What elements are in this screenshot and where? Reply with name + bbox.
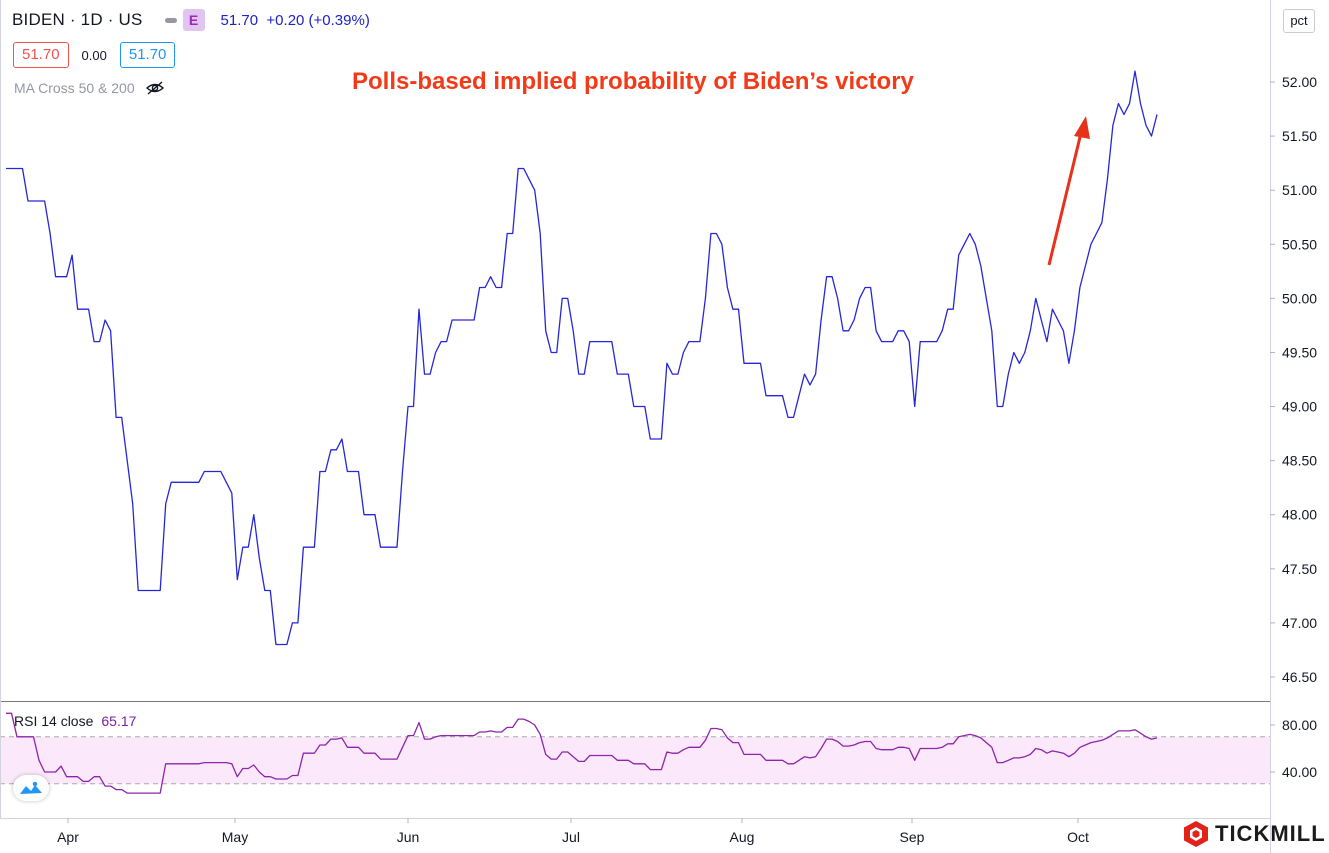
price-pane [6,70,1158,646]
sell-button[interactable]: 51.70 [13,42,69,68]
price-series-line [6,70,1158,646]
spread-value: 0.00 [81,47,107,63]
price-tick-label: 48.50 [1282,453,1317,469]
rsi-label: RSI 14 close [14,713,94,729]
tradingview-logo-icon[interactable] [13,775,49,801]
rsi-pane [0,712,1270,794]
brand-name: TICKMILL [1215,821,1326,846]
price-tick-label: 50.00 [1282,290,1317,306]
trend-arrow-annotation [1047,116,1090,266]
last-price: 51.70 +0.20 (+0.39%) [221,12,370,29]
rsi-tick-label: 40.00 [1282,764,1317,780]
rsi-legend[interactable]: RSI 14 close 65.17 [14,713,136,729]
tickmill-brand: TICKMILL [1183,820,1326,848]
bid-ask-row: 51.70 0.00 51.70 [13,42,176,68]
trend-arrow-shaft [1047,132,1083,266]
rsi-value: 65.17 [101,713,137,729]
buy-button[interactable]: 51.70 [119,42,176,68]
time-tick-label: Sep [900,829,925,845]
scale-unit-button[interactable]: pct [1283,9,1315,33]
trend-arrow-head [1074,116,1090,139]
price-tick-label: 51.50 [1282,128,1317,144]
chart-title: Polls-based implied probability of Biden… [352,68,914,95]
indicator-label: MA Cross 50 & 200 [14,80,135,96]
time-tick-label: Aug [730,829,755,845]
rsi-axis: 40.00 80.00 [1270,717,1317,780]
change-value: +0.20 (+0.39%) [266,11,370,29]
price-tick-label: 51.00 [1282,182,1317,198]
time-tick-label: Apr [57,829,79,845]
symbol-header: BIDEN · 1D · US E 51.70 +0.20 (+0.39%) [12,9,370,31]
indicator-legend[interactable]: MA Cross 50 & 200 [14,80,165,96]
price-tick-label: 46.50 [1282,669,1317,685]
event-badge[interactable]: E [182,9,205,31]
price-tick-label: 52.00 [1282,74,1317,90]
price-tick-label: 50.50 [1282,236,1317,252]
axis-lines [0,0,1271,853]
price-tick-label: 48.00 [1282,507,1317,523]
price-tick-label: 47.50 [1282,561,1317,577]
time-tick-label: Oct [1067,829,1089,845]
tickmill-logo-icon [1184,821,1208,847]
eye-hidden-icon[interactable] [145,80,165,96]
time-tick-label: Jul [562,829,580,845]
rsi-band [0,736,1270,784]
price-tick-label: 47.00 [1282,615,1317,631]
price-tick-label: 49.00 [1282,399,1317,415]
market-status-icon [164,17,177,23]
rsi-tick-label: 80.00 [1282,717,1317,733]
rsi-series-line [6,712,1158,794]
time-tick-label: Jun [397,829,420,845]
price-axis: 46.50 47.00 47.50 48.00 48.50 49.00 49.50 50.00… [1270,74,1317,685]
price-tick-label: 49.50 [1282,344,1317,360]
time-axis: Apr May Jun Jul Aug Sep Oct [57,818,1089,845]
last-value: 51.70 [220,11,259,29]
time-tick-label: May [222,829,248,845]
symbol-title[interactable]: BIDEN · 1D · US [12,10,143,29]
